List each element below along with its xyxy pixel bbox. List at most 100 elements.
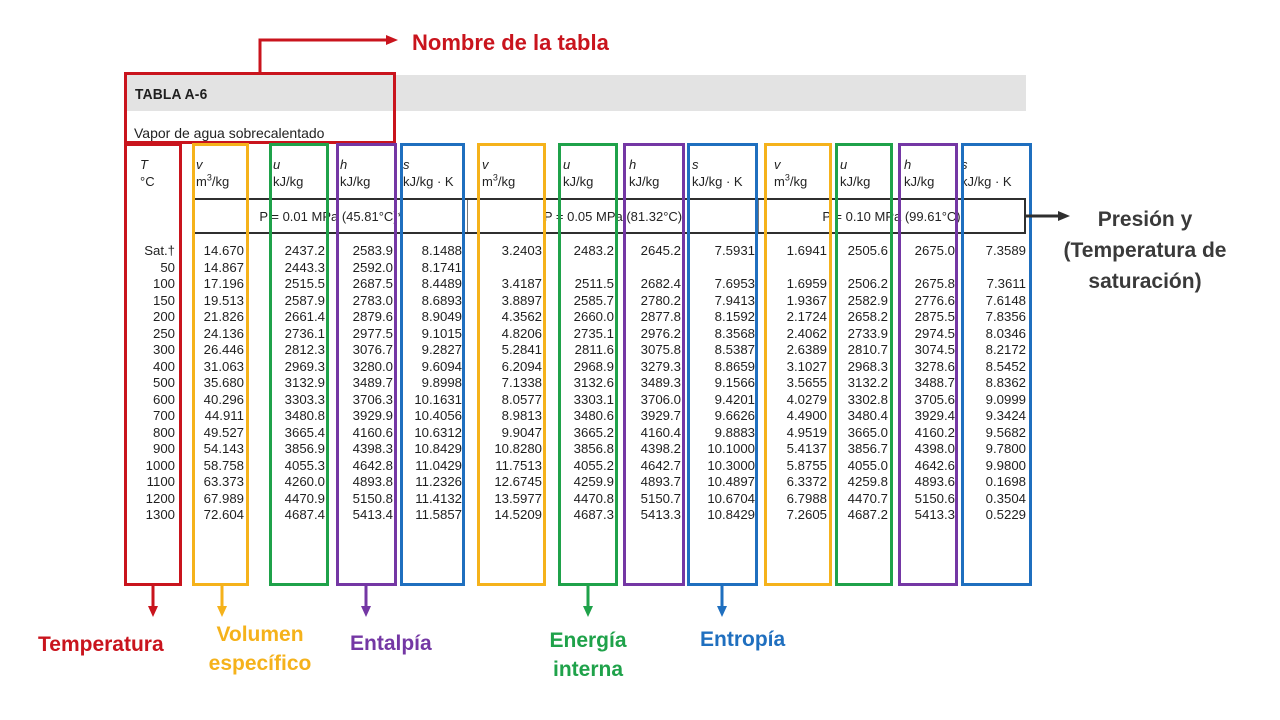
- temperature-cell: 200: [152, 309, 175, 324]
- unit-sup: 3: [492, 172, 498, 183]
- table-cell: 5.4137: [786, 441, 827, 456]
- table-cell: 0.5229: [985, 507, 1026, 522]
- table-cell: 4398.0: [914, 441, 955, 456]
- column-h-s3: 2675.0 2675.8 2776.6 2875.5 2974.5 3074.5 3278…: [901, 243, 955, 524]
- table-cell: 2582.9: [847, 292, 888, 308]
- table-cell: 2776.6: [914, 292, 955, 308]
- column-u-s2: 2483.2 2511.5 2585.7 2660.0 2735.1 2811.6 2968…: [562, 243, 614, 524]
- unit-tail: /kg: [497, 174, 516, 189]
- table-cell: 21.826: [203, 309, 244, 324]
- table-cell: 2645.2: [640, 243, 681, 258]
- table-cell: 3480.4: [847, 408, 888, 423]
- table-cell: 67.989: [203, 490, 244, 506]
- header-s-s3: s kJ/kg · K: [961, 156, 1012, 190]
- table-cell: 3.5655: [786, 375, 827, 390]
- header-u-s3: u kJ/kg: [840, 156, 870, 190]
- unit-sup: 3: [206, 172, 212, 183]
- table-cell: 6.2094: [501, 358, 542, 374]
- table-cell: 9.8883: [714, 424, 755, 440]
- table-cell: 7.3589: [985, 243, 1026, 258]
- volume-highlight-2: [477, 143, 546, 586]
- header-v-s2: v m3/kg: [482, 156, 515, 190]
- header-symbol: u: [563, 157, 571, 172]
- table-cell: 3929.7: [640, 408, 681, 423]
- table-cell: 5150.7: [640, 490, 681, 506]
- pressure-divider: [467, 200, 468, 232]
- table-cell: 10.6312: [414, 424, 462, 440]
- table-cell: 8.8659: [714, 358, 755, 374]
- table-cell: 4398.2: [640, 441, 681, 456]
- column-v-s1: 14.670 14.867 17.196 19.513 21.826 24.136 26.4…: [196, 243, 244, 524]
- entropy-highlight-1: [400, 143, 465, 586]
- table-cell: 2658.2: [847, 309, 888, 324]
- header-symbol: u: [840, 157, 848, 172]
- table-cell: 2675.8: [914, 276, 955, 291]
- table-cell: 26.446: [203, 342, 244, 357]
- table-cell: 4687.4: [284, 507, 325, 522]
- unit-base: m: [196, 174, 207, 189]
- table-cell: 35.680: [203, 375, 244, 390]
- header-v-s3: v m3/kg: [774, 156, 807, 190]
- table-cell: 2780.2: [640, 292, 681, 308]
- temperature-symbol: T: [140, 157, 148, 172]
- table-name-arrow-head: [386, 35, 398, 45]
- header-s-s2: s kJ/kg · K: [692, 156, 743, 190]
- header-unit: kJ/kg · K: [692, 174, 743, 189]
- enthalpy-highlight-2: [623, 143, 685, 586]
- table-cell: 31.063: [203, 358, 244, 374]
- header-unit: m3/kg: [482, 173, 515, 190]
- table-cell: 7.6148: [985, 292, 1026, 308]
- table-cell: 2811.6: [574, 342, 614, 357]
- table-cell: 54.143: [203, 441, 244, 456]
- entropy-highlight-2: [687, 143, 758, 586]
- table-cell: 8.2172: [985, 342, 1026, 357]
- table-cell: 49.527: [203, 424, 244, 440]
- table-cell: 10.3000: [707, 457, 755, 473]
- table-cell: 3480.6: [573, 408, 614, 423]
- table-cell: 10.4897: [707, 474, 755, 489]
- table-cell: 4160.2: [914, 424, 955, 440]
- table-cell: 5.8755: [786, 457, 827, 473]
- pressure-arrow-head: [1058, 211, 1070, 221]
- table-cell: 19.513: [203, 292, 244, 308]
- header-unit: kJ/kg: [340, 174, 371, 189]
- table-cell: 72.604: [203, 507, 244, 522]
- table-cell: 2733.9: [847, 325, 888, 341]
- temperature-cell: 250: [152, 325, 175, 341]
- header-symbol: h: [629, 157, 637, 172]
- temperature-cell: 1200: [145, 490, 175, 506]
- column-u-s1: 2437.2 2443.3 2515.5 2587.9 2661.4 2736.1 2812…: [273, 243, 325, 524]
- internal-energy-label-line: interna: [552, 658, 623, 681]
- table-cell: 5.2841: [501, 342, 542, 357]
- table-cell: 2660.0: [573, 309, 614, 324]
- table-cell: 3132.6: [573, 375, 614, 390]
- internal-energy-highlight-1: [269, 143, 329, 586]
- unit-sup: 3: [784, 172, 790, 183]
- temperature-cell: 1000: [145, 457, 175, 473]
- table-name: TABLA A-6: [135, 86, 208, 103]
- column-s-s2: 7.5931 7.6953 7.9413 8.1592 8.3568 8.5387 8.86…: [690, 243, 755, 524]
- table-cell: 11.4132: [415, 490, 462, 506]
- column-v-s2: 3.2403 3.4187 3.8897 4.3562 4.8206 5.2841 6.20…: [481, 243, 542, 524]
- table-cell: 8.9049: [421, 309, 462, 324]
- table-cell: 40.296: [203, 391, 244, 407]
- internal-energy-label: Energía interna: [532, 626, 644, 684]
- column-h-s1: 2583.9 2592.0 2687.5 2783.0 2879.6 2977.5 3076…: [339, 243, 393, 524]
- entropy-label: Entropía: [700, 628, 786, 651]
- table-cell: 2976.2: [640, 325, 681, 341]
- table-cell: 2592.0: [352, 259, 393, 275]
- table-cell: 8.8362: [985, 375, 1026, 390]
- temperature-cell: 800: [152, 424, 175, 440]
- table-cell: 2506.2: [847, 276, 888, 291]
- table-cell: 3856.9: [284, 441, 325, 456]
- table-cell: 2968.9: [573, 358, 614, 374]
- table-cell: 4687.2: [847, 507, 888, 522]
- table-cell: 2511.5: [574, 276, 614, 291]
- table-cell: 4055.3: [284, 457, 325, 473]
- pressure-label-line: Presión y: [1097, 208, 1193, 231]
- header-unit: m3/kg: [774, 173, 807, 190]
- table-cell: 4470.8: [573, 490, 614, 506]
- table-cell: 63.373: [203, 474, 244, 489]
- table-cell: 3480.8: [284, 408, 325, 423]
- table-cell: 2783.0: [352, 292, 393, 308]
